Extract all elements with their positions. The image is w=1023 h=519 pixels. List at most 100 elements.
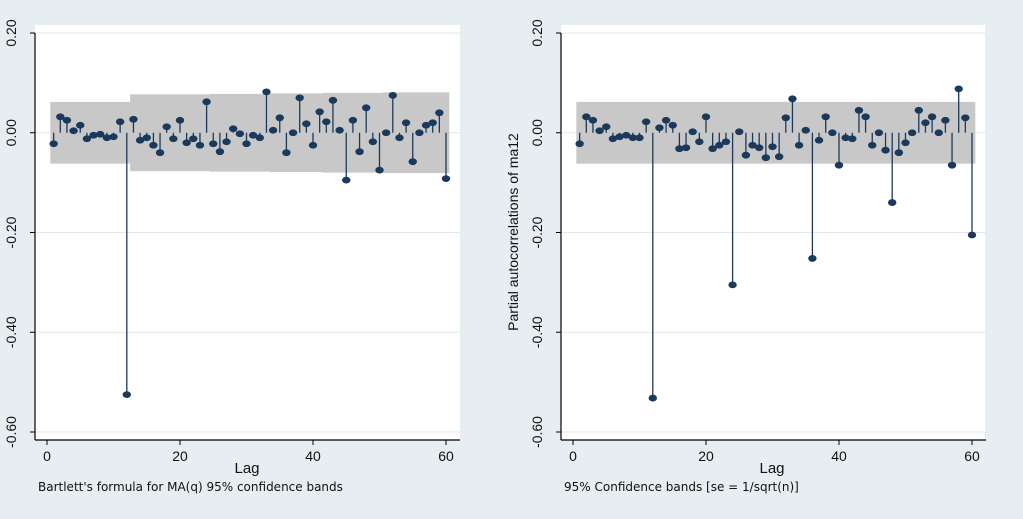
pacf-point [748, 141, 757, 149]
pacf-point [695, 138, 704, 146]
pacf-point [868, 141, 877, 149]
pacf-point [841, 134, 850, 142]
pacf-point [901, 139, 910, 147]
pacf-point [721, 138, 731, 146]
acf-point [115, 118, 125, 126]
acf-point [162, 123, 171, 131]
acf-point [262, 88, 271, 96]
acf-y-tick-label: 0.20 [3, 19, 19, 46]
pacf-point [934, 129, 943, 137]
pacf-y-tick-label: -0.40 [529, 316, 545, 348]
pacf-point [701, 113, 711, 121]
acf-point [381, 129, 391, 137]
pacf-point [848, 135, 857, 143]
acf-point [229, 125, 238, 133]
acf-chart: -0.60 -0.40 -0.20 0.00 0.20 0 20 40 60 Lag Bart… [3, 19, 460, 494]
pacf-point [728, 281, 737, 289]
acf-point [302, 120, 311, 128]
pacf-point [688, 128, 697, 136]
acf-y-ticks: -0.60 -0.40 -0.20 0.00 0.20 [3, 19, 35, 448]
acf-point [76, 121, 85, 129]
acf-point [149, 141, 158, 149]
pacf-point [861, 113, 870, 121]
acf-point [282, 149, 291, 157]
pacf-point [715, 141, 724, 149]
acf-point [155, 149, 165, 157]
acf-point [89, 131, 98, 139]
acf-y-tick-label: -0.40 [3, 316, 19, 348]
acf-point [255, 134, 264, 142]
pacf-y-ticks: -0.60 -0.40 -0.20 0.00 0.20 [529, 19, 561, 448]
acf-point [322, 118, 331, 126]
pacf-point [828, 129, 837, 137]
pacf-point [941, 116, 950, 124]
acf-point [275, 114, 284, 122]
pacf-point [854, 106, 864, 114]
pacf-chart: -0.60 -0.40 -0.20 0.00 0.20 0 20 40 60 Partial … [505, 19, 986, 494]
acf-point [242, 140, 251, 148]
acf-point [435, 109, 444, 117]
pacf-point [755, 144, 764, 152]
pacf-x-tick-label: 60 [964, 448, 980, 464]
pacf-x-axis-title: Lag [759, 460, 784, 477]
acf-point [342, 176, 351, 184]
pacf-point [602, 123, 611, 131]
pacf-point [768, 143, 777, 151]
pacf-point [628, 134, 638, 142]
acf-point [362, 104, 371, 112]
acf-point [56, 113, 65, 121]
pacf-y-tick-label: -0.20 [529, 216, 545, 248]
acf-point [335, 126, 344, 134]
pacf-stems [575, 85, 977, 402]
pacf-point [641, 118, 651, 126]
pacf-point [582, 113, 591, 121]
pacf-point [954, 85, 963, 93]
acf-point [235, 130, 245, 138]
acf-point [355, 148, 364, 156]
acf-point [182, 139, 191, 147]
pacf-point [967, 231, 977, 239]
pacf-point [655, 124, 664, 132]
acf-y-tick-label: 0.00 [3, 119, 19, 146]
pacf-point [615, 133, 624, 141]
pacf-point [814, 136, 824, 144]
pacf-point [947, 161, 957, 169]
acf-x-ticks: 0 20 40 60 [43, 440, 454, 464]
acf-point [428, 119, 437, 127]
acf-point [135, 136, 145, 144]
acf-point [348, 116, 358, 124]
acf-x-tick-label: 0 [43, 448, 51, 464]
pacf-x-ticks: 0 20 40 60 [569, 440, 980, 464]
acf-point [308, 141, 318, 149]
acf-point [209, 140, 218, 148]
pacf-point [608, 135, 618, 143]
pacf-grid [561, 32, 986, 433]
pacf-point [921, 119, 930, 127]
pacf-point [635, 134, 644, 142]
pacf-point [834, 161, 844, 169]
pacf-point [675, 145, 684, 153]
pacf-point [907, 129, 917, 137]
pacf-point [588, 116, 598, 124]
pacf-point [821, 113, 830, 121]
pacf-point [668, 121, 677, 129]
pacf-footnote: 95% Confidence bands [se = 1/sqrt(n)] [564, 480, 799, 494]
acf-point [169, 135, 178, 143]
acf-x-tick-label: 40 [305, 448, 321, 464]
acf-point [401, 119, 411, 127]
pacf-point [761, 154, 771, 162]
pacf-point [708, 145, 717, 153]
acf-point [268, 126, 278, 134]
pacf-point [575, 140, 584, 148]
pacf-point [661, 116, 671, 124]
pacf-point [874, 129, 884, 137]
pacf-point [741, 151, 751, 159]
acf-point [69, 127, 78, 135]
pacf-point [914, 106, 923, 114]
acf-point [388, 91, 397, 99]
pacf-x-tick-label: 40 [831, 448, 847, 464]
acf-point [96, 130, 105, 138]
pacf-point [894, 149, 904, 157]
pacf-y-tick-label: 0.00 [529, 119, 545, 146]
